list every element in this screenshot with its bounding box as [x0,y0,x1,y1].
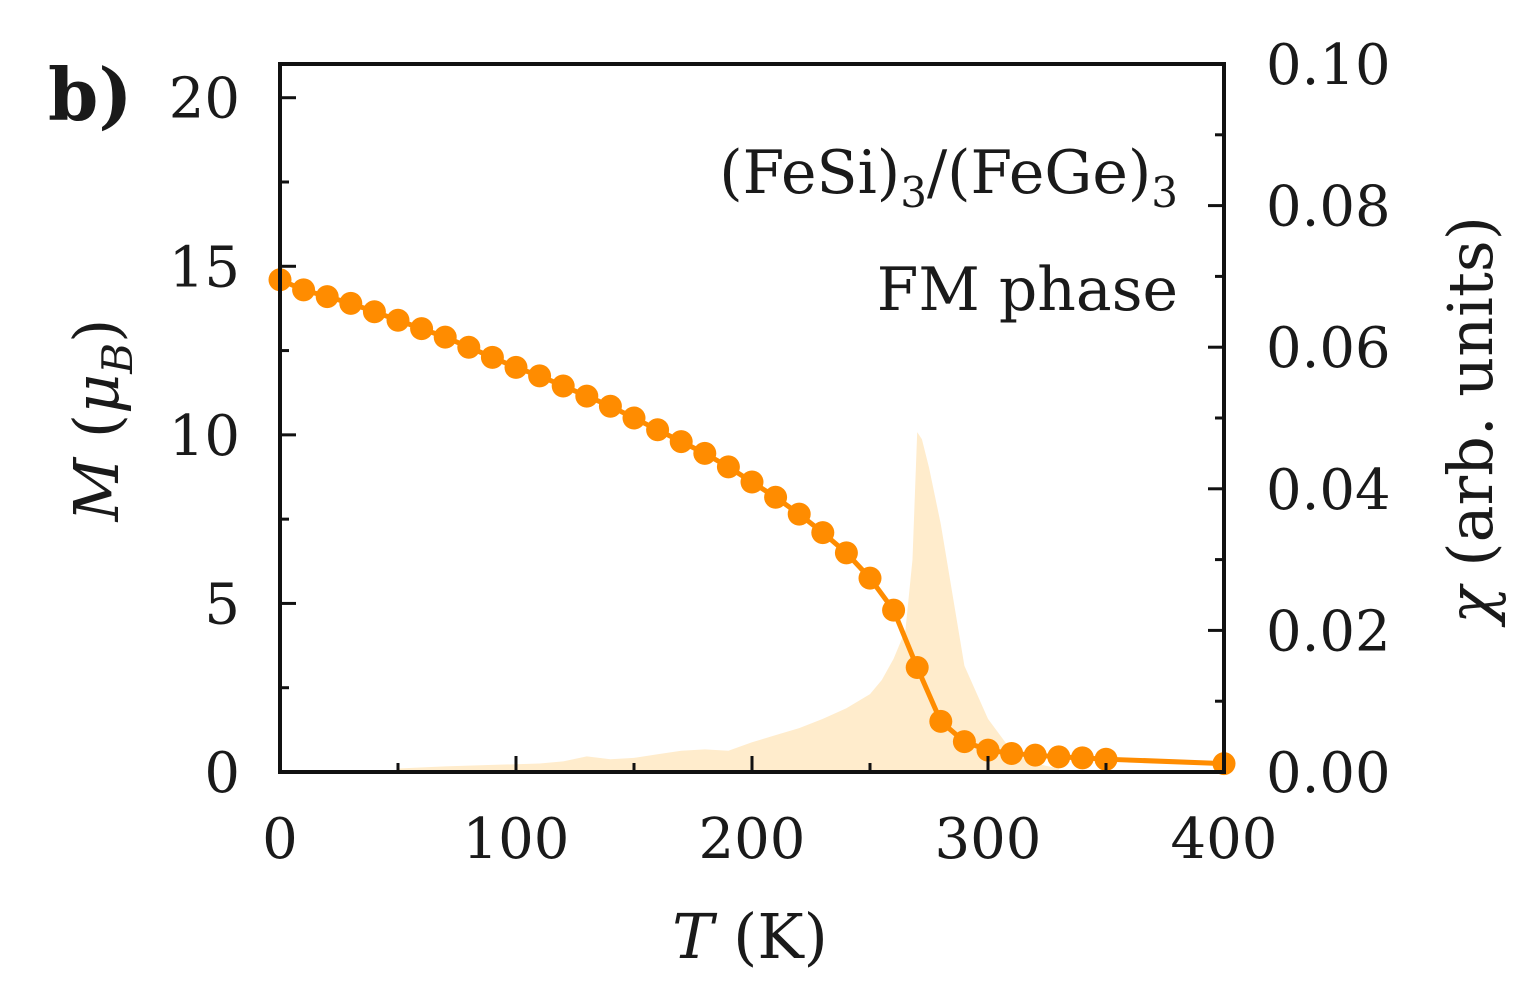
x-tick-label: 100 [463,807,570,872]
x-axis-title: T (K) [672,900,828,973]
panel-label: b) [48,52,132,137]
magnetization-point [362,300,386,324]
magnetization-point [528,364,552,388]
y-axis-title: M (μB) [60,319,142,523]
magnetization-point [551,374,575,398]
magnetization-point [1000,741,1024,765]
y2-tick-label: 0.00 [1266,741,1391,806]
magnetization-point [292,278,316,302]
x-tick-label: 0 [262,807,298,872]
y-axis-title-sub: B [93,343,142,375]
y-tick-label: 10 [169,404,240,469]
x-axis-title-var: T [672,900,718,973]
magnetization-point [764,485,788,509]
magnetization-point [693,441,717,465]
y2-axis-title-unit: (arb. units) [1434,216,1507,586]
magnetization-markers-layer [268,268,1236,776]
magnetization-point [339,291,363,315]
magnetization-point [315,285,339,309]
y-axis-title-mu: μ [60,374,133,414]
y-tick-label: 5 [204,572,240,637]
y-axis-title-var: M [60,456,133,522]
magnetization-point [716,455,740,479]
system-annotation-sub2: 3 [1151,168,1178,217]
y2-tick-label: 0.02 [1266,599,1391,664]
x-tick-label: 400 [1171,807,1278,872]
y-axis-title-close: ) [60,319,133,343]
system-annotation-part1: (FeSi) [719,138,900,208]
x-tick-label: 300 [935,807,1042,872]
magnetization-point [1047,745,1071,769]
magnetization-line [279,277,1225,767]
y-tick-label: 0 [204,741,240,806]
magnetization-point [952,730,976,754]
y-tick-label: 20 [169,67,240,132]
susceptibility-area [398,432,1059,772]
tick-labels-layer: 0 100 200 300 400 0 5 10 15 20 0.00 0.02 0.04 0.06 0.0… [169,33,1391,872]
magnetization-point [504,355,528,379]
magnetization-point [976,738,1000,762]
x-tick-label: 200 [699,807,806,872]
magnetization-point [433,325,457,349]
magnetization-point [929,709,953,733]
magnetization-point [811,521,835,545]
y-tick-label: 15 [169,235,240,300]
magnetization-point [905,655,929,679]
magnetization-point [1094,747,1118,771]
y2-tick-label: 0.08 [1266,175,1391,240]
magnetization-point [457,335,481,359]
magnetization-point [834,541,858,565]
magnetization-line-layer [279,277,1225,767]
system-annotation: (FeSi)3/(FeGe)3 [719,138,1178,217]
magnetization-point [622,406,646,430]
phase-annotation: FM phase [877,255,1178,325]
y2-tick-label: 0.04 [1266,458,1391,523]
magnetization-point [858,566,882,590]
y-axis-title-open: ( [60,414,133,458]
magnetization-point [1070,746,1094,770]
magnetization-point [669,430,693,454]
magnetization-point [598,394,622,418]
magnetization-point [882,598,906,622]
y2-axis-title: χ (arb. units) [1434,216,1507,628]
magnetization-point [410,317,434,341]
magnetization-point [740,470,764,494]
x-axis-title-unit: (K) [713,900,827,973]
magnetization-point [1023,743,1047,767]
system-annotation-sub1: 3 [900,168,927,217]
magnetization-point [787,502,811,526]
magnetization-point [480,345,504,369]
magnetization-point [646,418,670,442]
magnetization-point [575,384,599,408]
susceptibility-area-layer [398,432,1059,772]
y2-tick-label: 0.06 [1266,316,1391,381]
magnetization-point [386,308,410,332]
y2-axis-title-var: χ [1434,583,1507,628]
y2-tick-label: 0.10 [1266,33,1391,98]
tick-marks-layer [278,62,1226,774]
system-annotation-part2: /(FeGe) [927,138,1151,208]
